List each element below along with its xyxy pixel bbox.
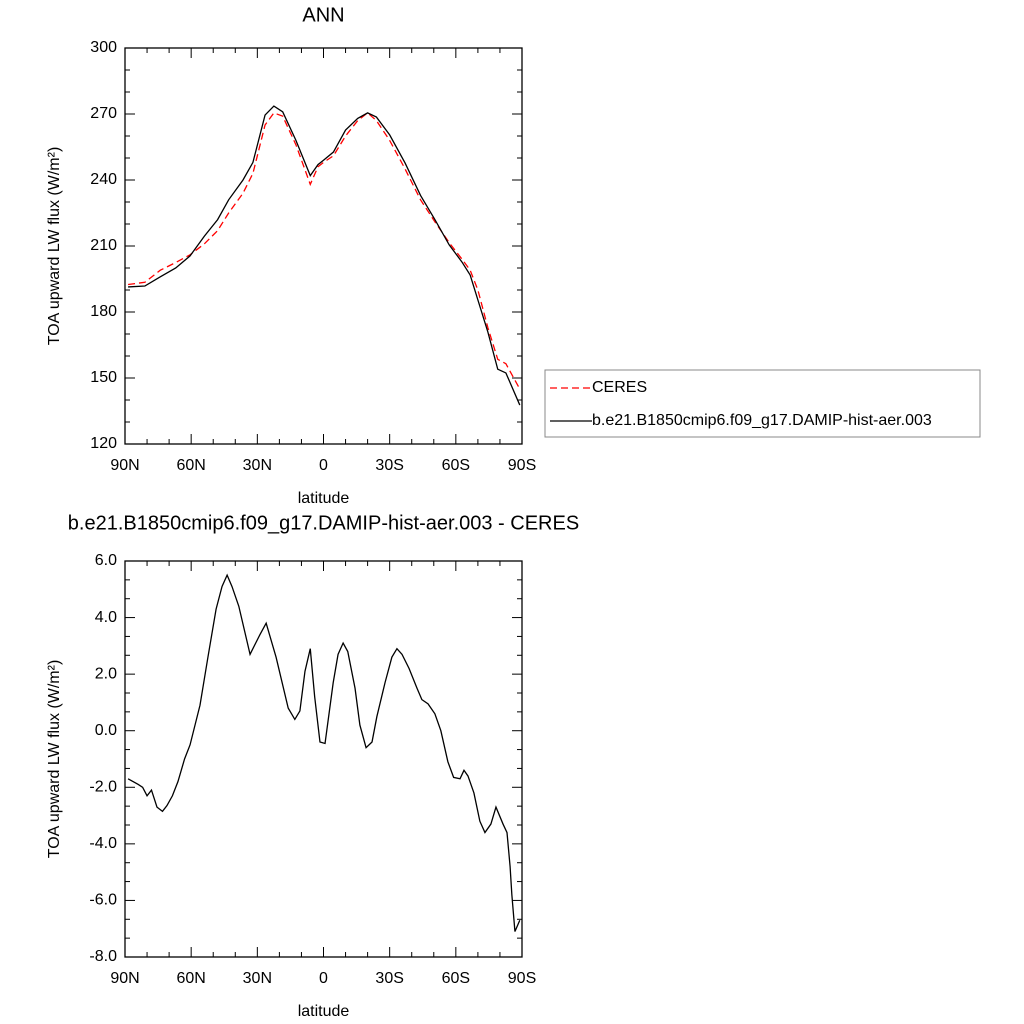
- y-tick-label: 180: [90, 303, 117, 320]
- plot-frame: [124, 47, 523, 445]
- y-tick-label: -6.0: [89, 892, 117, 909]
- y-tick-label: -8.0: [89, 948, 117, 965]
- y-axis-label: TOA upward LW flux (W/m²): [46, 147, 63, 346]
- legend-label: CERES: [592, 379, 647, 396]
- y-tick-label: 300: [90, 39, 117, 56]
- x-tick-label: 90N: [110, 970, 139, 987]
- y-tick-label: -2.0: [89, 779, 117, 796]
- chart-title: b.e21.B1850cmip6.f09_g17.DAMIP-hist-aer.…: [68, 512, 579, 534]
- x-tick-label: 90N: [110, 457, 139, 474]
- chart-title: ANN: [302, 4, 344, 26]
- x-tick-label: 30S: [375, 457, 403, 474]
- x-tick-label: 0: [319, 457, 328, 474]
- x-tick-label: 60S: [442, 457, 470, 474]
- x-tick-label: 30N: [243, 457, 272, 474]
- x-tick-label: 30S: [375, 970, 403, 987]
- y-tick-label: 210: [90, 237, 117, 254]
- x-axis-label: latitude: [298, 490, 350, 507]
- legend-box: [544, 369, 981, 438]
- y-tick-label: 0.0: [95, 722, 117, 739]
- data-line: [128, 112, 521, 390]
- x-axis-label: latitude: [298, 1003, 350, 1020]
- x-tick-label: 0: [319, 970, 328, 987]
- data-line: [127, 573, 521, 932]
- y-tick-label: 6.0: [95, 552, 117, 569]
- y-tick-label: 120: [90, 435, 117, 452]
- x-tick-label: 90S: [508, 457, 536, 474]
- legend-label: b.e21.B1850cmip6.f09_g17.DAMIP-hist-aer.…: [592, 412, 932, 429]
- x-tick-label: 60N: [176, 970, 205, 987]
- x-tick-label: 60S: [442, 970, 470, 987]
- y-tick-label: 4.0: [95, 609, 117, 626]
- x-tick-label: 60N: [176, 457, 205, 474]
- y-tick-label: 240: [90, 171, 117, 188]
- data-line: [128, 105, 521, 406]
- y-tick-label: 150: [90, 369, 117, 386]
- y-tick-label: 270: [90, 105, 117, 122]
- y-tick-label: 2.0: [95, 665, 117, 682]
- x-tick-label: 30N: [243, 970, 272, 987]
- x-tick-label: 90S: [508, 970, 536, 987]
- y-tick-label: -4.0: [89, 835, 117, 852]
- y-axis-label: TOA upward LW flux (W/m²): [46, 660, 63, 859]
